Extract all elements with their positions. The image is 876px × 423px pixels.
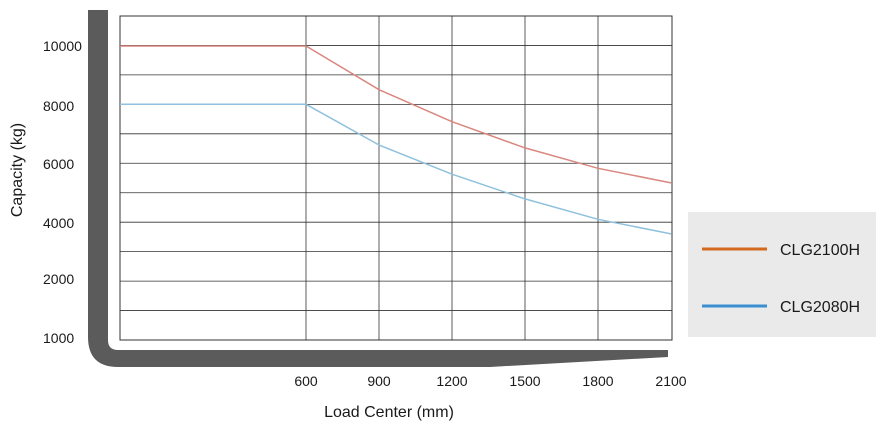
y-tick-label: 10000 xyxy=(43,38,82,54)
legend-label-clg2100h: CLG2100H xyxy=(780,242,860,259)
y-tick-label: 8000 xyxy=(43,98,74,114)
y-tick-label: 6000 xyxy=(43,156,74,172)
x-tick-label: 900 xyxy=(367,373,391,389)
x-axis-ticks: 600 900 1200 1500 1800 2100 xyxy=(294,373,686,389)
legend: CLG2100H CLG2080H xyxy=(688,212,876,337)
y-tick-label: 1000 xyxy=(43,330,74,346)
series-line-clg2080h xyxy=(120,103,672,235)
y-axis-ticks: 1000 2000 4000 6000 8000 10000 xyxy=(43,38,82,346)
legend-background xyxy=(688,212,876,337)
y-tick-label: 4000 xyxy=(43,215,74,231)
fork-axis-graphic xyxy=(88,10,668,367)
series-lines xyxy=(120,45,672,235)
plot-frame xyxy=(119,15,673,341)
x-tick-label: 1200 xyxy=(436,373,467,389)
x-axis-title: Load Center (mm) xyxy=(324,404,454,421)
x-tick-label: 600 xyxy=(294,373,318,389)
y-tick-label: 2000 xyxy=(43,271,74,287)
x-tick-label: 1500 xyxy=(509,373,540,389)
x-tick-label: 1800 xyxy=(582,373,613,389)
series-line-clg2100h xyxy=(120,45,672,184)
y-axis-title: Capacity (kg) xyxy=(9,123,26,217)
x-tick-label: 2100 xyxy=(655,373,686,389)
legend-label-clg2080h: CLG2080H xyxy=(780,299,860,316)
chart-grid xyxy=(119,15,673,341)
